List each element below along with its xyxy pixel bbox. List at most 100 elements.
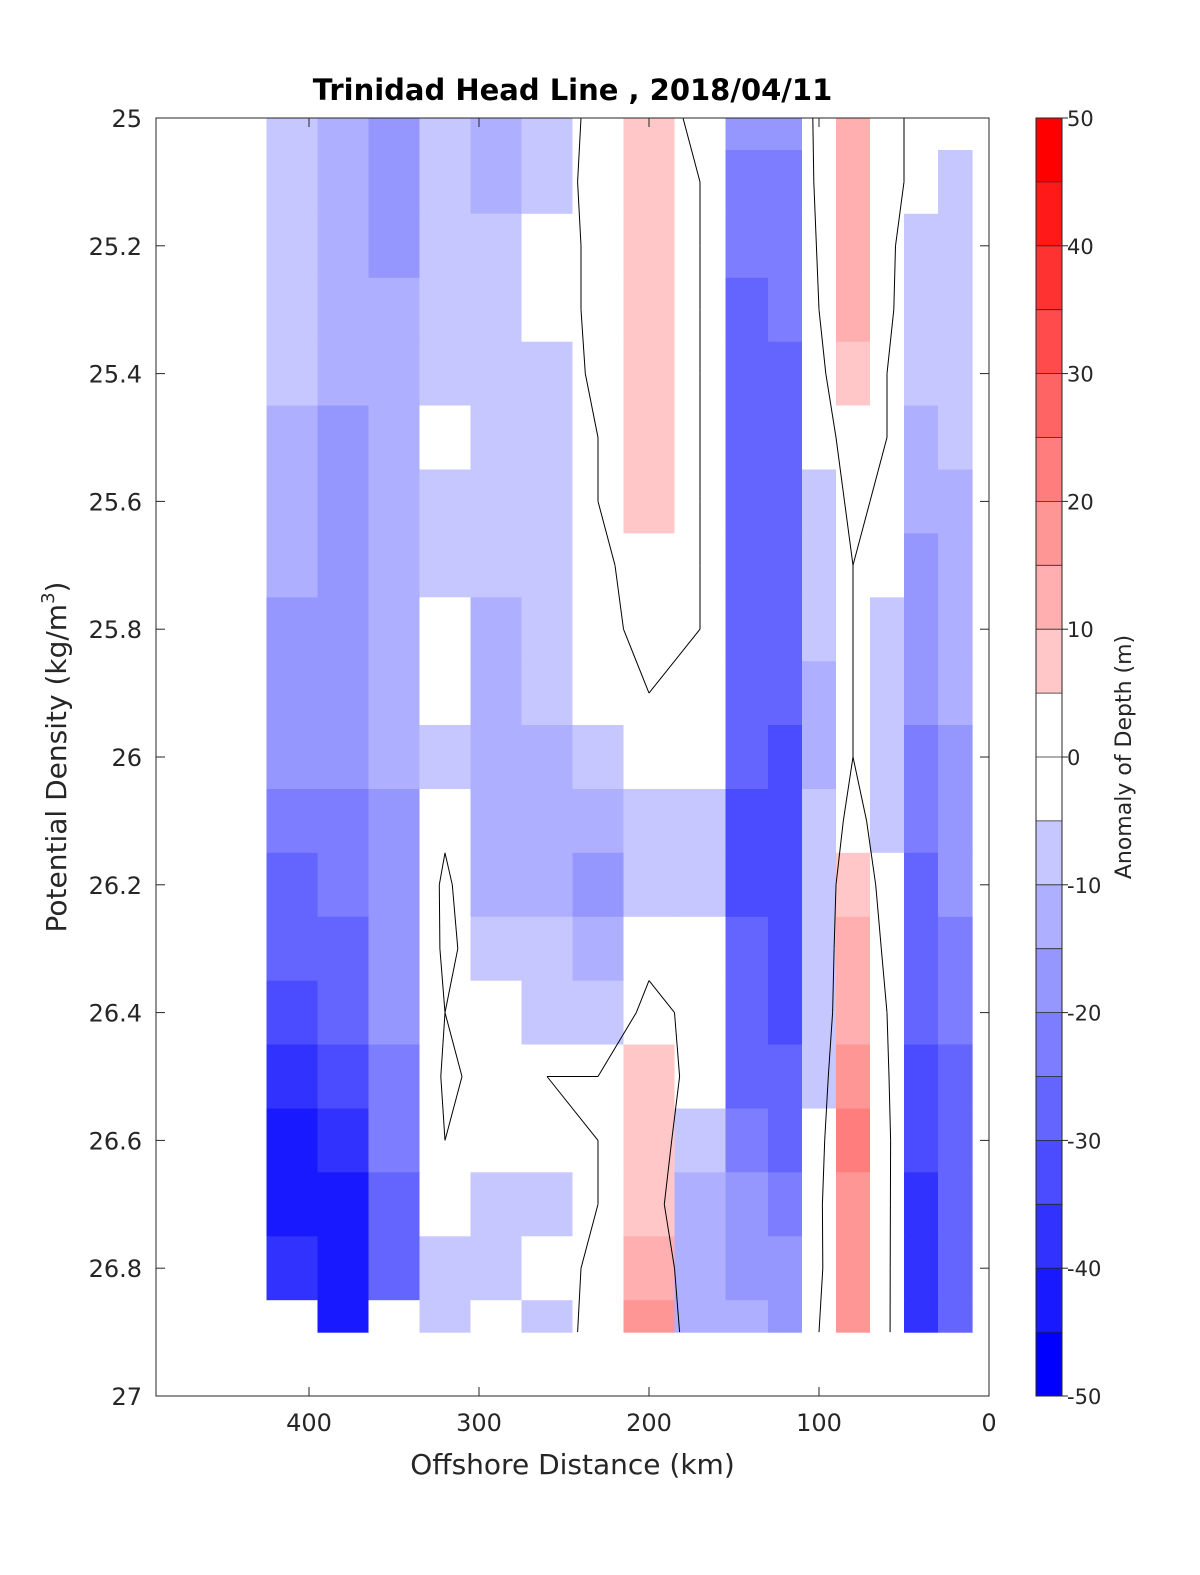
field-cell [368, 789, 421, 854]
field-cell [368, 725, 421, 790]
zero-contour-segment [635, 980, 650, 1013]
field-cell [836, 789, 871, 854]
colorbar-band [1036, 118, 1062, 183]
field-cell [904, 852, 939, 918]
zero-contour-segment [438, 884, 441, 949]
field-cell [368, 1236, 421, 1301]
field-cell [870, 1108, 905, 1173]
field-cell [870, 725, 905, 790]
field-cell [521, 661, 574, 726]
y-tick-label: 26 [111, 744, 142, 772]
field-cell [938, 533, 973, 598]
field-cell [623, 916, 676, 982]
y-tick-label: 26.4 [89, 1000, 142, 1028]
zero-contour-segment [821, 1140, 826, 1205]
field-cell [368, 469, 421, 534]
field-cell [725, 118, 769, 151]
field-cell [870, 852, 905, 918]
field-cell [521, 469, 574, 534]
colorbar-band [1036, 948, 1062, 1013]
zero-contour-segment [886, 309, 895, 374]
field-cell [768, 213, 803, 279]
field-cell [419, 916, 472, 982]
field-cell [266, 150, 319, 215]
y-tick-label: 25.6 [89, 488, 142, 516]
field-cell [572, 661, 625, 726]
field-cell [419, 533, 472, 598]
colorbar-band [1036, 757, 1062, 822]
field-cell [938, 1236, 973, 1301]
x-axis: 400 300 200 100 0 [286, 118, 997, 1437]
field-cell [836, 118, 871, 151]
field-cell [572, 341, 625, 407]
field-cell [904, 1300, 939, 1333]
y-tick-label: 25.8 [89, 616, 142, 644]
field-cell [470, 789, 523, 854]
field-cell [836, 277, 871, 343]
field-cell [368, 118, 421, 151]
x-tick-label: 300 [456, 1409, 502, 1437]
field-cell [521, 405, 574, 470]
field-cell [802, 852, 837, 918]
field-cell [725, 980, 769, 1046]
field-cell [419, 150, 472, 215]
zero-contour-segment [663, 1140, 673, 1205]
colorbar-band [1036, 309, 1062, 374]
field-cell [725, 725, 769, 790]
colorbar-tick-label: 50 [1067, 107, 1094, 131]
field-cell [870, 213, 905, 279]
field-cell [419, 1172, 472, 1237]
zero-contour-segment [444, 948, 459, 1013]
field-cell [725, 405, 769, 470]
colorbar-band [1036, 1268, 1062, 1333]
field-cell [870, 661, 905, 726]
field-cell [572, 1300, 625, 1333]
colorbar-tick-label: 0 [1067, 746, 1080, 770]
field-cell [317, 916, 370, 982]
field-cell [266, 469, 319, 534]
field-cell [368, 597, 421, 662]
field-cell [419, 469, 472, 534]
field-cell [419, 852, 472, 918]
field-cell [802, 469, 837, 534]
field-cell [904, 405, 939, 470]
field-cell [623, 597, 676, 662]
field-cell [768, 597, 803, 662]
colorbar-band [1036, 501, 1062, 566]
field-cell [470, 533, 523, 598]
field-cell [368, 916, 421, 982]
field-cell [938, 725, 973, 790]
field-cell [904, 661, 939, 726]
zero-contour-segment [597, 501, 616, 566]
field-cell [623, 213, 676, 279]
field-cell [266, 789, 319, 854]
field-cell [836, 916, 871, 982]
zero-contour-segment [648, 980, 675, 1013]
field-cell [938, 405, 973, 470]
colorbar-tick-label: 40 [1067, 235, 1094, 259]
field-cell [768, 789, 803, 854]
zero-contour-segment [812, 118, 815, 182]
field-cell [317, 1300, 370, 1333]
zero-contour-segment [827, 1012, 834, 1077]
field-cell [470, 980, 523, 1046]
field-cell [870, 533, 905, 598]
colorbar-tick-label: -10 [1067, 874, 1101, 898]
field-cell [470, 661, 523, 726]
zero-contour-segment [577, 118, 582, 182]
field-cell [470, 1172, 523, 1237]
field-cell [419, 118, 472, 151]
field-cell [768, 405, 803, 470]
zero-contour-segment [614, 565, 624, 630]
field-cell [802, 916, 837, 982]
field-cell [674, 725, 727, 790]
field-cell [870, 118, 905, 151]
zero-contour-segment [818, 309, 827, 374]
field-cell [938, 852, 973, 918]
field-cell [572, 533, 625, 598]
zero-contour-segment [832, 948, 835, 1013]
zero-contour-segment [833, 884, 837, 949]
field-cell [768, 533, 803, 598]
field-cell [521, 277, 574, 343]
field-cell [572, 277, 625, 343]
